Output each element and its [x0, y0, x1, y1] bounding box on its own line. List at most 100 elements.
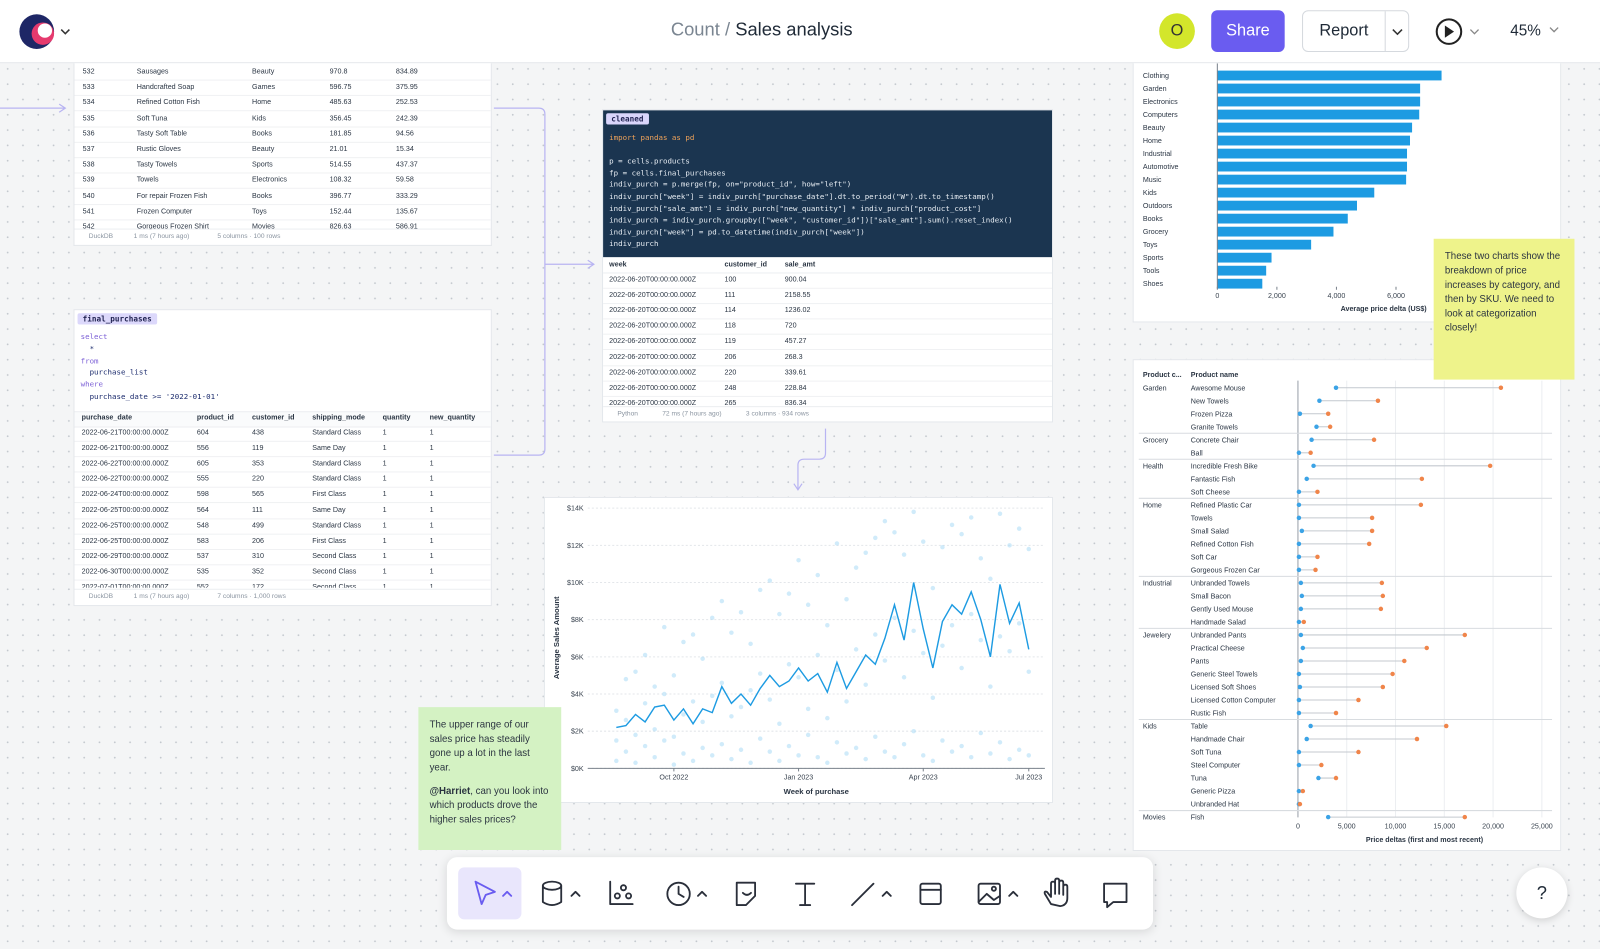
table-cell-text: 1236.02 [784, 307, 811, 315]
row-divider [74, 440, 491, 442]
bar [1217, 135, 1410, 146]
dumbbell-chart-cell[interactable]: Product c... Product name 0 5,000 10,000 15,0… [1132, 359, 1562, 852]
table-cell-text: 2022-06-24T00:00:00.000Z [81, 491, 169, 499]
end-dot [1444, 723, 1449, 729]
hand-tool[interactable] [1043, 877, 1069, 908]
visual-tool[interactable] [609, 880, 634, 905]
select-tool[interactable] [458, 867, 522, 920]
end-dot [1301, 619, 1307, 625]
python-cell[interactable]: cleaned import pandas as pd p = cells.prod… [602, 109, 1054, 423]
scatter-point [825, 760, 830, 766]
data-tool[interactable] [541, 880, 581, 907]
scatter-point [690, 699, 696, 704]
scatter-point [949, 522, 955, 528]
sticky-note[interactable]: The upper range of our sales price has s… [418, 707, 562, 850]
row-divider [74, 126, 491, 128]
end-dot [1487, 463, 1493, 469]
category-label: Books [1143, 215, 1163, 223]
end-dot [1418, 502, 1424, 508]
product-label: Fish [1191, 814, 1204, 822]
present-button[interactable] [1434, 16, 1485, 47]
scatter-point [930, 758, 936, 764]
frame-tool[interactable] [919, 882, 942, 905]
note-text: These two charts show the breakdown of p… [1444, 251, 1561, 334]
scatter-point [882, 749, 888, 754]
line-chart-cell[interactable]: $0K $2K $4K $6K $8K $10K $12K $14K Oct 2022 Jan 2… [543, 496, 1054, 804]
row-divider [74, 579, 491, 581]
text-tool[interactable] [794, 882, 816, 907]
report-button[interactable]: Report [1319, 22, 1369, 40]
avatar[interactable]: O [1159, 13, 1195, 49]
x-tick-label: 20,000 [1482, 823, 1504, 831]
end-dot [1308, 450, 1313, 456]
start-dot [1314, 424, 1319, 430]
row-divider [74, 517, 491, 519]
line-tool[interactable] [851, 882, 892, 907]
table-cell-text: 1 [429, 491, 434, 499]
time-tool[interactable] [666, 881, 708, 907]
scatter-point [968, 515, 974, 520]
table-cell-text: 2022-07-01T00:00:00.000Z [81, 583, 169, 588]
help-button[interactable]: ? [1516, 867, 1568, 919]
table-cell-text: 15.34 [395, 145, 414, 154]
product-label: Licensed Cotton Computer [1191, 697, 1276, 705]
product-label: Unbranded Towels [1191, 579, 1250, 587]
category-label: Electronics [1143, 98, 1178, 106]
table-cell-text: 1 [429, 460, 434, 468]
table-cell-text: 333.29 [395, 192, 418, 200]
table-cell-text: Home [252, 99, 272, 107]
share-button[interactable]: Share [1211, 10, 1285, 53]
table-cell-text: Handcrafted Soap [136, 83, 195, 92]
end-dot [1371, 437, 1377, 443]
row-divider [74, 471, 491, 473]
code-line: indiv_purch = indiv_purch.groupby(["week… [609, 215, 1013, 225]
column-header: purchase_date [81, 414, 133, 422]
mention[interactable]: @Harriet [429, 785, 471, 797]
scatter-point [719, 598, 725, 604]
row-divider [603, 380, 1053, 382]
scatter-point [796, 557, 801, 563]
x-tick-label: 25,000 [1531, 823, 1553, 831]
x-axis-label: Week of purchase [784, 787, 849, 796]
y-tick-label: $2K [571, 728, 584, 736]
footer-divider [74, 228, 491, 230]
product-label: Rustic Fish [1191, 710, 1226, 718]
table-cell[interactable]: 532 Sausages Beauty 970.8 834.89 533 Handcraft… [73, 63, 492, 246]
report-dropdown[interactable] [1384, 11, 1409, 52]
table-cell-text: 135.67 [395, 207, 418, 216]
scatter-point [786, 591, 792, 596]
table-cell-text: 538 [82, 161, 95, 169]
end-dot [1333, 710, 1339, 716]
group-label: Kids [1143, 723, 1157, 731]
scatter-point [863, 756, 868, 762]
table-cell-text: 172 [252, 583, 264, 588]
bar [1217, 252, 1272, 263]
comment-tool[interactable] [1103, 882, 1128, 909]
table-body: 532 Sausages Beauty 970.8 834.89 533 Handcraft… [74, 63, 491, 230]
table-cell-text: 2022-06-22T00:00:00.000Z [81, 475, 169, 483]
scatter-point [767, 749, 773, 754]
table-cell-text: 108.32 [329, 176, 352, 185]
category-label: Home [1143, 137, 1162, 145]
product-label: Ball [1191, 449, 1203, 457]
table-cell-text: 532 [82, 68, 95, 76]
row-divider [74, 487, 491, 489]
end-dot [1366, 541, 1372, 547]
scatter-point [949, 623, 955, 628]
product-label: New Towels [1191, 397, 1229, 405]
table-cell-text: 536 [82, 130, 95, 138]
zoom-level[interactable]: 45% [1510, 22, 1541, 40]
scatter-point [681, 712, 686, 717]
end-dot [1380, 593, 1386, 599]
sticky-note[interactable]: These two charts show the breakdown of p… [1433, 238, 1575, 380]
logo[interactable] [18, 12, 79, 51]
canvas-title[interactable]: Sales analysis [735, 19, 853, 40]
image-tool[interactable] [977, 882, 1019, 905]
table-cell-text: 1 [382, 522, 387, 530]
workspace-name[interactable]: Count [670, 19, 720, 40]
sql-cell[interactable]: final_purchases select * from purchase_lis… [73, 309, 492, 607]
sticky-tool[interactable] [735, 881, 757, 907]
start-dot [1298, 658, 1304, 664]
table-cell-text: 485.63 [329, 99, 352, 107]
connector [0, 103, 67, 113]
